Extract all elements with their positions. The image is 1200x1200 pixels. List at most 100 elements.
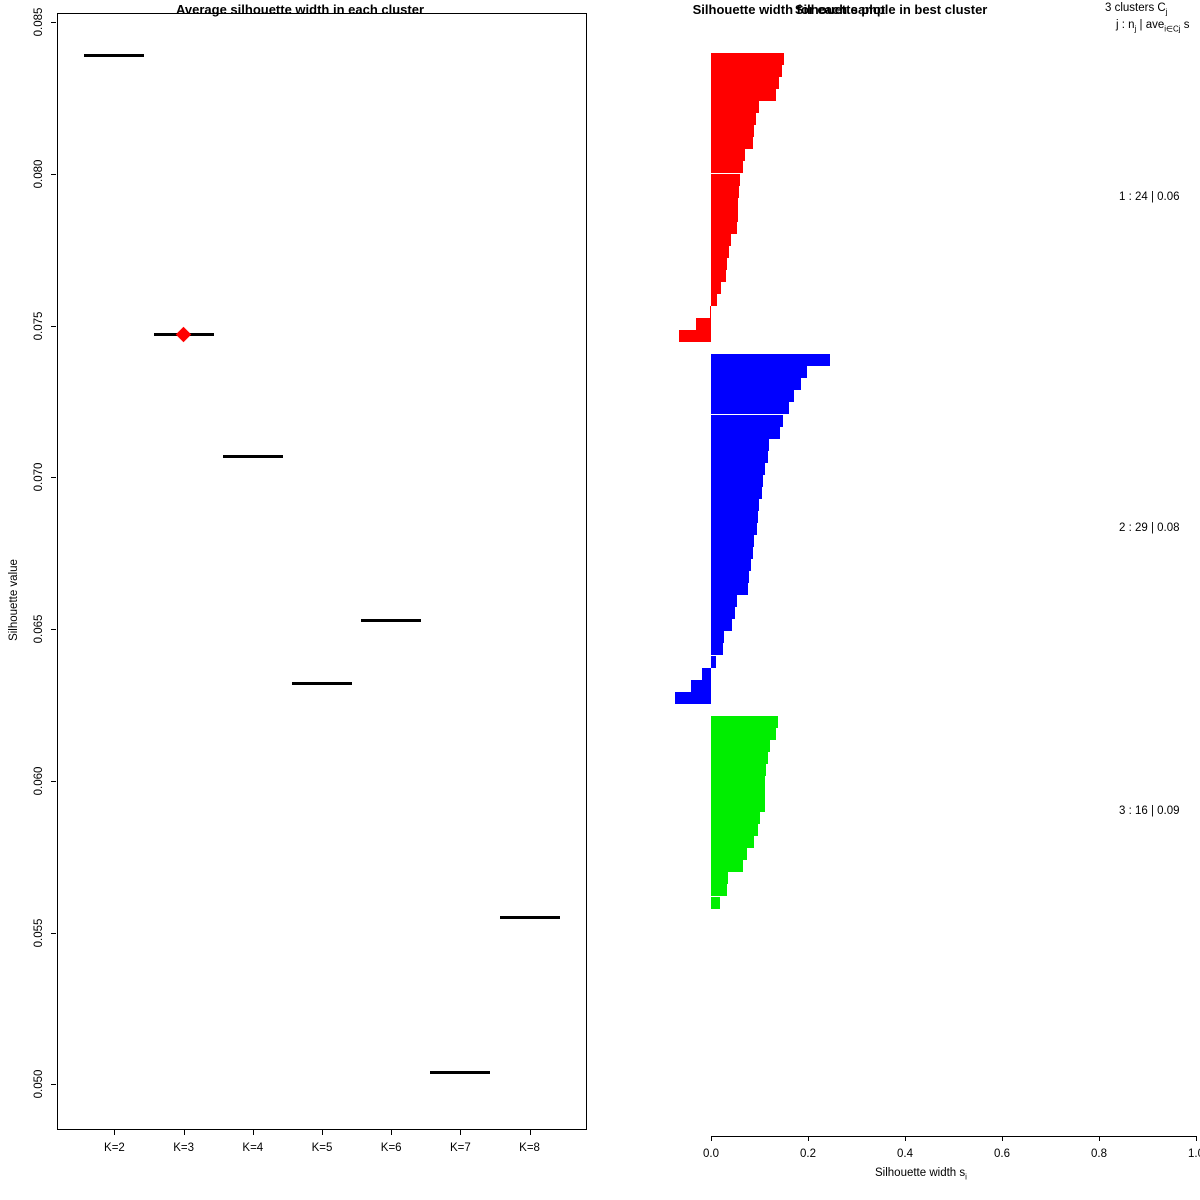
right-x-tick-label: 0.0 <box>703 1148 719 1160</box>
left-y-tickmark <box>51 629 56 631</box>
left-x-tickmark <box>460 1130 462 1135</box>
silhouette-bar <box>711 221 737 234</box>
cluster-header-line1: 3 clusters Cj <box>1105 2 1168 17</box>
silhouette-bar <box>711 137 754 150</box>
right-x-tickmark <box>905 1136 906 1141</box>
silhouette-bar <box>711 498 759 511</box>
silhouette-bar <box>711 763 766 776</box>
left-x-tickmark <box>114 1130 116 1135</box>
silhouette-bar <box>711 378 802 391</box>
left-y-tickmark <box>51 932 56 934</box>
silhouette-bar <box>711 462 766 475</box>
left-y-tick-label: 0.080 <box>33 159 45 189</box>
silhouette-bar <box>711 426 780 439</box>
silhouette-bar <box>711 860 743 873</box>
silhouette-bar <box>711 571 750 584</box>
right-x-tickmark <box>1099 1136 1100 1141</box>
left-y-tick-label: 0.055 <box>33 918 45 948</box>
silhouette-bar <box>711 281 722 294</box>
silhouette-bar <box>711 438 770 451</box>
right-x-tick-label: 0.6 <box>994 1148 1010 1160</box>
silhouette-bar <box>674 691 711 704</box>
k-segment <box>84 53 145 57</box>
left-y-tickmark <box>51 22 56 24</box>
right-x-axis-line <box>711 1136 1196 1137</box>
silhouette-bar <box>711 896 720 909</box>
silhouette-bar <box>711 559 752 572</box>
silhouette-bar <box>711 715 778 728</box>
silhouette-bar <box>709 306 711 319</box>
right-plot-title: Silhouette width for each sample in best… <box>692 2 988 17</box>
silhouette-bar <box>711 366 808 379</box>
left-x-tick-label: K=4 <box>242 1142 264 1154</box>
left-x-tick-label: K=3 <box>173 1142 195 1154</box>
left-y-tickmark <box>51 1084 56 1086</box>
left-y-tickmark <box>51 325 56 327</box>
k-segment <box>292 682 352 686</box>
k-segment <box>499 916 560 920</box>
left-y-axis-label: Silhouette value <box>8 559 20 641</box>
silhouette-bar <box>711 776 766 788</box>
k-segment <box>430 1070 491 1074</box>
left-x-tickmark <box>322 1130 323 1135</box>
cluster-summary-label: 1 : 24 | 0.06 <box>1119 190 1180 203</box>
cluster-summary-label: 2 : 29 | 0.08 <box>1119 521 1180 534</box>
right-x-tick-label: 1.0 <box>1188 1148 1200 1160</box>
silhouette-bar <box>711 354 830 367</box>
silhouette-bar <box>711 474 763 487</box>
left-x-tick-label: K=8 <box>519 1142 540 1154</box>
silhouette-bar <box>711 631 725 644</box>
silhouette-bar <box>711 619 732 632</box>
silhouette-bar <box>711 739 770 752</box>
right-x-tickmark <box>808 1136 809 1141</box>
left-x-tickmark <box>183 1130 185 1135</box>
left-x-tick-label: K=7 <box>449 1142 471 1154</box>
average-silhouette-panel: Average silhouette width in each cluster… <box>8 2 587 1154</box>
silhouette-bar <box>711 125 754 138</box>
silhouette-bar <box>711 294 718 306</box>
right-x-tickmark <box>1002 1136 1003 1141</box>
silhouette-bar <box>711 149 745 162</box>
silhouette-bar <box>711 727 776 740</box>
silhouette-bar <box>711 209 738 222</box>
silhouette-bar <box>711 233 732 246</box>
silhouette-bar <box>711 510 759 523</box>
silhouette-bar <box>711 390 795 403</box>
right-x-tick-label: 0.4 <box>897 1148 913 1160</box>
silhouette-bar <box>711 595 738 608</box>
silhouette-bar <box>711 848 748 861</box>
silhouette-bar <box>711 161 744 174</box>
k-segment <box>361 618 422 622</box>
silhouette-bar <box>695 318 711 331</box>
left-y-tickmark <box>51 780 56 782</box>
left-y-tick-label: 0.050 <box>33 1070 45 1099</box>
silhouette-bar <box>711 872 729 885</box>
right-x-axis-label: Silhouette width si <box>875 1167 967 1182</box>
cluster-header-line2: j : nj | avei∈Cj s <box>1116 19 1190 34</box>
left-x-tick-label: K=2 <box>104 1142 125 1154</box>
silhouette-bar <box>690 679 711 692</box>
left-y-tick-label: 0.060 <box>33 766 45 796</box>
silhouette-bar <box>711 522 757 535</box>
silhouette-bar <box>702 667 711 680</box>
silhouette-bar <box>711 101 759 114</box>
right-x-tick-label: 0.2 <box>800 1148 816 1160</box>
silhouette-bar <box>711 197 739 210</box>
left-y-tick-label: 0.075 <box>33 311 45 341</box>
left-plot-frame <box>57 13 587 1130</box>
right-plot-title-overlay: Silhouette plot <box>794 2 886 17</box>
left-x-tick-label: K=6 <box>380 1142 402 1154</box>
silhouette-bar <box>711 655 717 668</box>
silhouette-bar <box>711 788 766 801</box>
left-y-tick-label: 0.065 <box>33 614 45 644</box>
silhouette-bar <box>711 89 776 102</box>
silhouette-bar <box>711 812 761 825</box>
silhouette-bar <box>711 77 779 90</box>
right-x-tick-label: 0.8 <box>1091 1148 1107 1160</box>
silhouette-bar <box>711 643 723 656</box>
silhouette-bar <box>711 269 727 282</box>
left-x-tickmark <box>252 1130 254 1135</box>
silhouette-bar <box>678 330 711 343</box>
silhouette-bar <box>711 173 741 186</box>
left-y-tick-label: 0.085 <box>33 7 45 37</box>
